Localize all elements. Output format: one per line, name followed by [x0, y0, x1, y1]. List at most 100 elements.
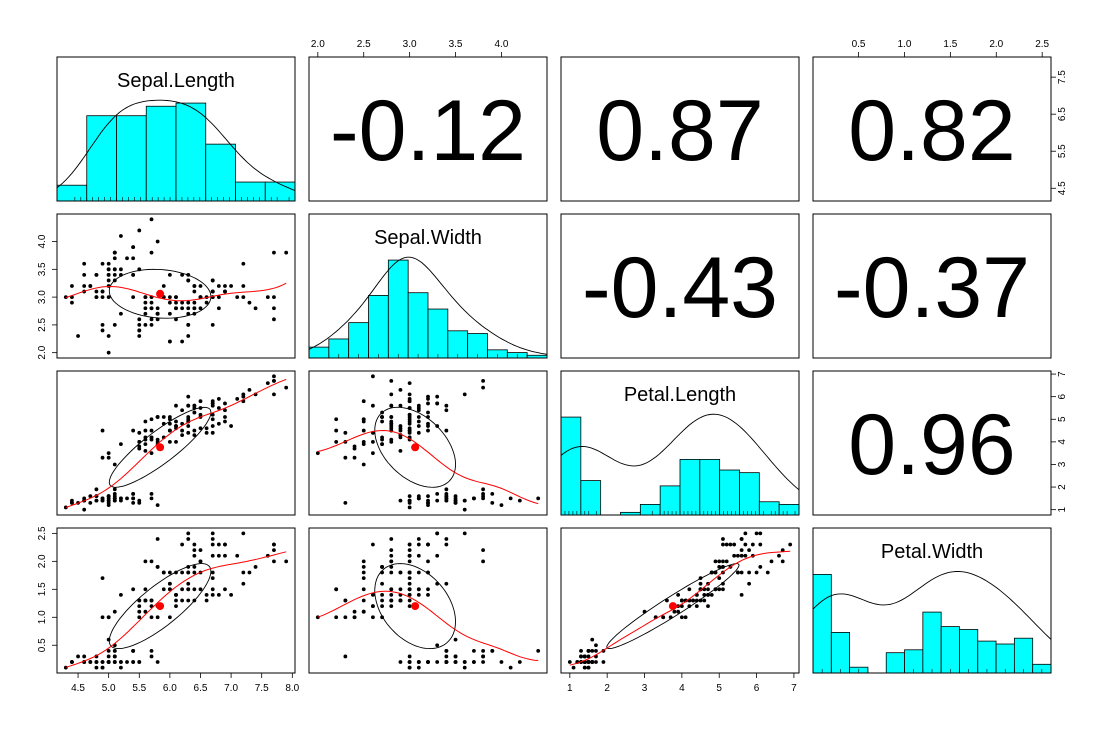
data-point	[481, 548, 485, 553]
data-point	[149, 654, 154, 659]
data-point	[186, 417, 191, 422]
data-point	[665, 598, 669, 603]
mean-point	[156, 289, 165, 298]
histogram-bar	[86, 115, 117, 202]
data-point	[112, 250, 117, 255]
data-point	[435, 401, 440, 406]
data-point	[186, 300, 191, 305]
data-point	[426, 542, 430, 547]
data-point	[216, 295, 221, 300]
data-point	[186, 322, 191, 327]
data-point	[106, 451, 111, 456]
data-point	[149, 648, 154, 653]
data-point	[586, 648, 591, 653]
data-point	[272, 250, 276, 255]
data-point	[472, 496, 476, 501]
data-point	[706, 593, 710, 597]
data-point	[112, 660, 117, 664]
data-point	[149, 250, 154, 255]
data-point	[371, 593, 375, 597]
data-point	[754, 531, 759, 536]
data-point	[149, 300, 154, 305]
tick-label: 2.0	[989, 39, 1003, 50]
data-point	[398, 587, 403, 592]
tick-label: 6	[754, 683, 760, 694]
data-point	[453, 494, 458, 499]
data-point	[131, 587, 136, 592]
data-point	[777, 553, 781, 558]
data-point	[416, 593, 421, 597]
data-point	[186, 403, 191, 408]
data-point	[210, 417, 215, 422]
data-point	[131, 500, 136, 505]
tick-label: 2.0	[37, 345, 48, 359]
data-point	[272, 392, 276, 397]
density-curve	[56, 99, 296, 192]
mean-point	[668, 602, 677, 611]
data-point	[241, 581, 246, 586]
data-point	[398, 387, 403, 392]
tick-label: 2.5	[37, 318, 48, 332]
data-point	[192, 300, 197, 305]
data-point	[241, 261, 246, 266]
data-point	[721, 581, 725, 586]
data-point	[739, 593, 744, 597]
data-point	[389, 392, 394, 397]
data-point	[272, 542, 276, 547]
data-point	[223, 587, 227, 592]
tick-label: 6.5	[1057, 107, 1068, 121]
data-point	[721, 559, 725, 564]
data-point	[601, 660, 606, 664]
data-point	[586, 665, 591, 670]
correlation-ellipse	[374, 563, 456, 650]
data-point	[186, 537, 191, 541]
data-point	[106, 648, 111, 653]
data-point	[426, 421, 430, 426]
data-point	[100, 498, 105, 503]
data-point	[698, 587, 703, 592]
histogram-bar	[368, 295, 389, 359]
tick-label: 1.5	[943, 39, 957, 50]
data-point	[453, 654, 458, 659]
data-point	[426, 587, 430, 592]
data-point	[119, 660, 123, 664]
histogram-bar	[940, 626, 960, 674]
data-point	[594, 643, 598, 648]
tick-label: 5.5	[132, 683, 146, 694]
data-point	[131, 245, 136, 250]
data-point	[174, 419, 178, 424]
data-point	[426, 498, 430, 503]
data-point	[453, 637, 458, 642]
data-point	[407, 548, 412, 553]
variable-name: Sepal.Width	[374, 227, 482, 249]
data-point	[143, 322, 148, 327]
data-point	[361, 559, 366, 564]
panel-petal-width-vs-sepal-length	[56, 527, 296, 674]
rug	[821, 669, 1043, 673]
data-point	[167, 272, 172, 277]
data-point	[100, 289, 105, 294]
data-point	[361, 462, 366, 467]
data-point	[758, 542, 763, 547]
data-point	[210, 542, 215, 547]
data-point	[743, 542, 748, 547]
data-point	[481, 648, 485, 653]
data-point	[198, 412, 203, 417]
data-point	[210, 593, 215, 597]
variable-name: Petal.Length	[624, 384, 736, 406]
data-point	[398, 428, 403, 433]
data-point	[112, 267, 117, 272]
top-axis-sepal-width: 2.0 2.5 3.0 3.5 4.0	[311, 39, 509, 58]
data-point	[361, 587, 366, 592]
tick-label: 2.0	[37, 554, 48, 568]
panel-sepal-length-vs-petal-length: 0.87	[560, 56, 800, 202]
data-point	[174, 403, 178, 408]
panel-sepal-length-vs-sepal-length: Sepal.Length	[56, 56, 296, 202]
data-point	[389, 559, 394, 564]
data-point	[198, 399, 203, 404]
data-point	[112, 609, 117, 614]
data-point	[155, 239, 160, 244]
tick-label: 3.5	[449, 39, 463, 50]
panel-petal-width-vs-petal-width: Petal.Width	[812, 527, 1052, 674]
panel-frame	[812, 213, 1052, 359]
